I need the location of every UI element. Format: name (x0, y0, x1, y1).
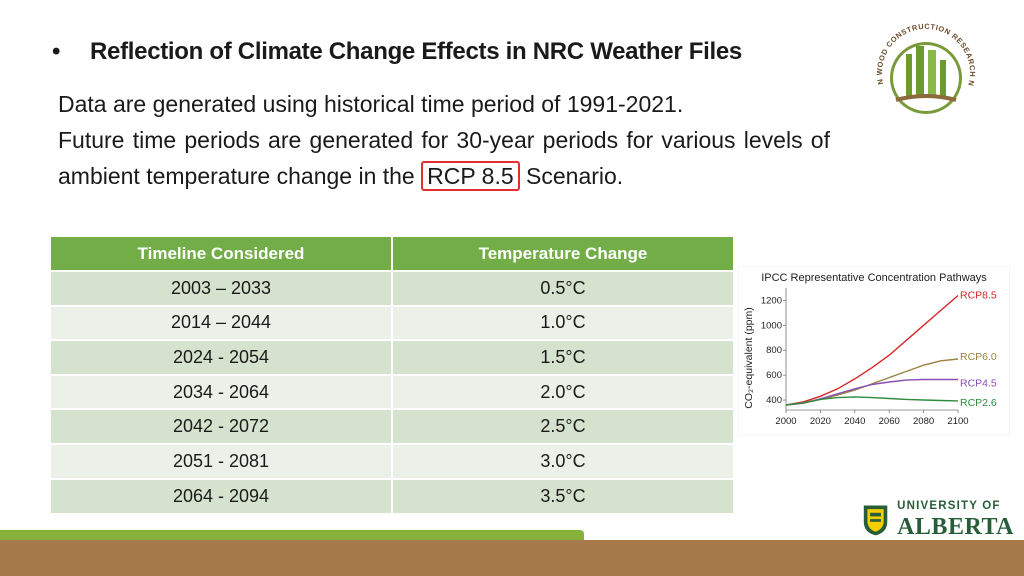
body-line-3: Scenario. (526, 163, 624, 189)
x-tick-label: 2060 (879, 416, 900, 427)
y-tick-label: 1000 (761, 320, 782, 331)
body-line-1: Data are generated using historical time… (58, 91, 684, 117)
footer-brown-bar (0, 540, 1024, 576)
series-line-rcp26 (785, 396, 959, 406)
y-tick-label: 400 (766, 395, 782, 406)
cwc-logo-graphic: CANADIAN WOOD CONSTRUCTION RESEARCH NETW… (852, 1, 976, 114)
y-tick-label: 600 (766, 370, 782, 381)
series-line-rcp85 (785, 294, 959, 406)
bullet-point: • (52, 38, 61, 65)
rcp-highlight: RCP 8.5 (421, 161, 520, 191)
ua-logo-bottom: ALBERTA (897, 513, 1014, 540)
temperature-cell: 1.5°C (392, 339, 733, 375)
temperature-cell: 2.5°C (392, 408, 733, 444)
temperature-cell: 3.0°C (392, 442, 733, 479)
rcp-chart-svg: IPCC Representative Concentration Pathwa… (737, 265, 1011, 437)
university-of-alberta-logo: UNIVERSITY OF ALBERTA (862, 498, 1014, 542)
timeline-cell: 2034 - 2064 (51, 373, 393, 410)
table-row: 2003 – 2033 0.5°C (51, 270, 733, 306)
body-line-2: Future time periods are generated for 30… (58, 127, 830, 189)
rcp-chart: IPCC Representative Concentration Pathwa… (737, 265, 1011, 437)
x-tick-label: 2040 (844, 416, 865, 427)
timeline-cell: 2042 - 2072 (51, 408, 393, 444)
legend-label-rcp85: RCP8.5 (960, 289, 997, 301)
table-row: 2024 - 2054 1.5°C (51, 339, 733, 375)
table-header-row: Timeline Considered Temperature Change (51, 237, 733, 271)
ua-crest-icon (863, 505, 888, 536)
temperature-cell: 0.5°C (392, 270, 733, 306)
timeline-cell: 2003 – 2033 (51, 270, 393, 306)
y-tick-label: 1200 (761, 295, 782, 306)
y-tick-label: 800 (766, 345, 782, 356)
table-row: 2064 - 2094 3.5°C (51, 477, 733, 514)
temperature-table: Timeline Considered Temperature Change 2… (51, 237, 733, 514)
legend-label-rcp26: RCP2.6 (960, 397, 997, 409)
timeline-cell: 2014 – 2044 (51, 304, 393, 341)
ua-logo-top: UNIVERSITY OF (897, 500, 1001, 513)
title-text: Reflection of Climate Change Effects in … (90, 38, 742, 65)
legend-label-rcp60: RCP6.0 (960, 351, 997, 363)
table-row: 2042 - 2072 2.5°C (51, 408, 733, 444)
body-paragraph: Data are generated using historical time… (58, 86, 830, 194)
footer-green-bar (0, 530, 584, 540)
slide-title: • Reflection of Climate Change Effects i… (52, 38, 742, 66)
header-temperature: Temperature Change (392, 237, 733, 271)
timeline-cell: 2051 - 2081 (51, 442, 393, 479)
temperature-cell: 1.0°C (392, 304, 733, 341)
table-row: 2051 - 2081 3.0°C (51, 442, 733, 479)
temperature-cell: 3.5°C (392, 477, 733, 514)
x-tick-label: 2020 (810, 416, 831, 427)
x-tick-label: 2000 (775, 416, 796, 427)
x-tick-label: 2100 (947, 416, 968, 427)
legend-label-rcp45: RCP4.5 (960, 378, 997, 390)
chart-ylabel: CO₂-equivalent (ppm) (743, 307, 755, 409)
timeline-cell: 2064 - 2094 (51, 477, 393, 514)
chart-title: IPCC Representative Concentration Pathwa… (761, 272, 987, 284)
timeline-cell: 2024 - 2054 (51, 339, 393, 375)
table-row: 2034 - 2064 2.0°C (51, 373, 733, 410)
cwc-logo: CANADIAN WOOD CONSTRUCTION RESEARCH NETW… (852, 1, 996, 148)
table-row: 2014 – 2044 1.0°C (51, 304, 733, 341)
x-tick-label: 2080 (913, 416, 934, 427)
temperature-cell: 2.0°C (392, 373, 733, 410)
header-timeline: Timeline Considered (51, 237, 393, 271)
